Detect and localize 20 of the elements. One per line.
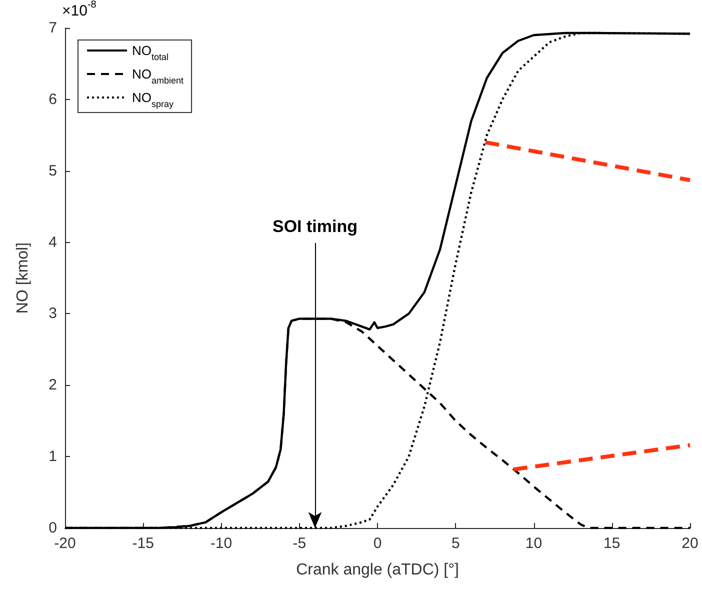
x-tick-label: 5 — [451, 535, 460, 552]
x-tick-label: -15 — [132, 535, 154, 552]
y-tick-label: 0 — [48, 520, 57, 536]
x-tick-label: 15 — [604, 535, 620, 552]
x-tick-label: 0 — [373, 535, 382, 552]
x-tick-label: -10 — [210, 535, 232, 552]
y-tick-label: 4 — [48, 234, 57, 251]
annotation: SOI timing — [272, 217, 358, 236]
x-tick-label: 20 — [682, 535, 698, 552]
y-tick-label: 1 — [48, 448, 57, 466]
y-tick-label: 3 — [48, 305, 57, 322]
y-tick-label: 6 — [48, 90, 57, 108]
x-axis-title: Crank angle (aTDC) [°] — [296, 562, 459, 578]
x-tick-label: -5 — [292, 535, 306, 552]
x-tick-label: -20 — [54, 535, 76, 552]
y-tick-label: 2 — [48, 376, 57, 394]
y-tick-label: 7 — [48, 20, 57, 36]
x-tick-label: 10 — [525, 535, 542, 552]
y-tick-label: 5 — [48, 162, 57, 180]
y-axis-title: NO [kmol] — [14, 242, 32, 314]
